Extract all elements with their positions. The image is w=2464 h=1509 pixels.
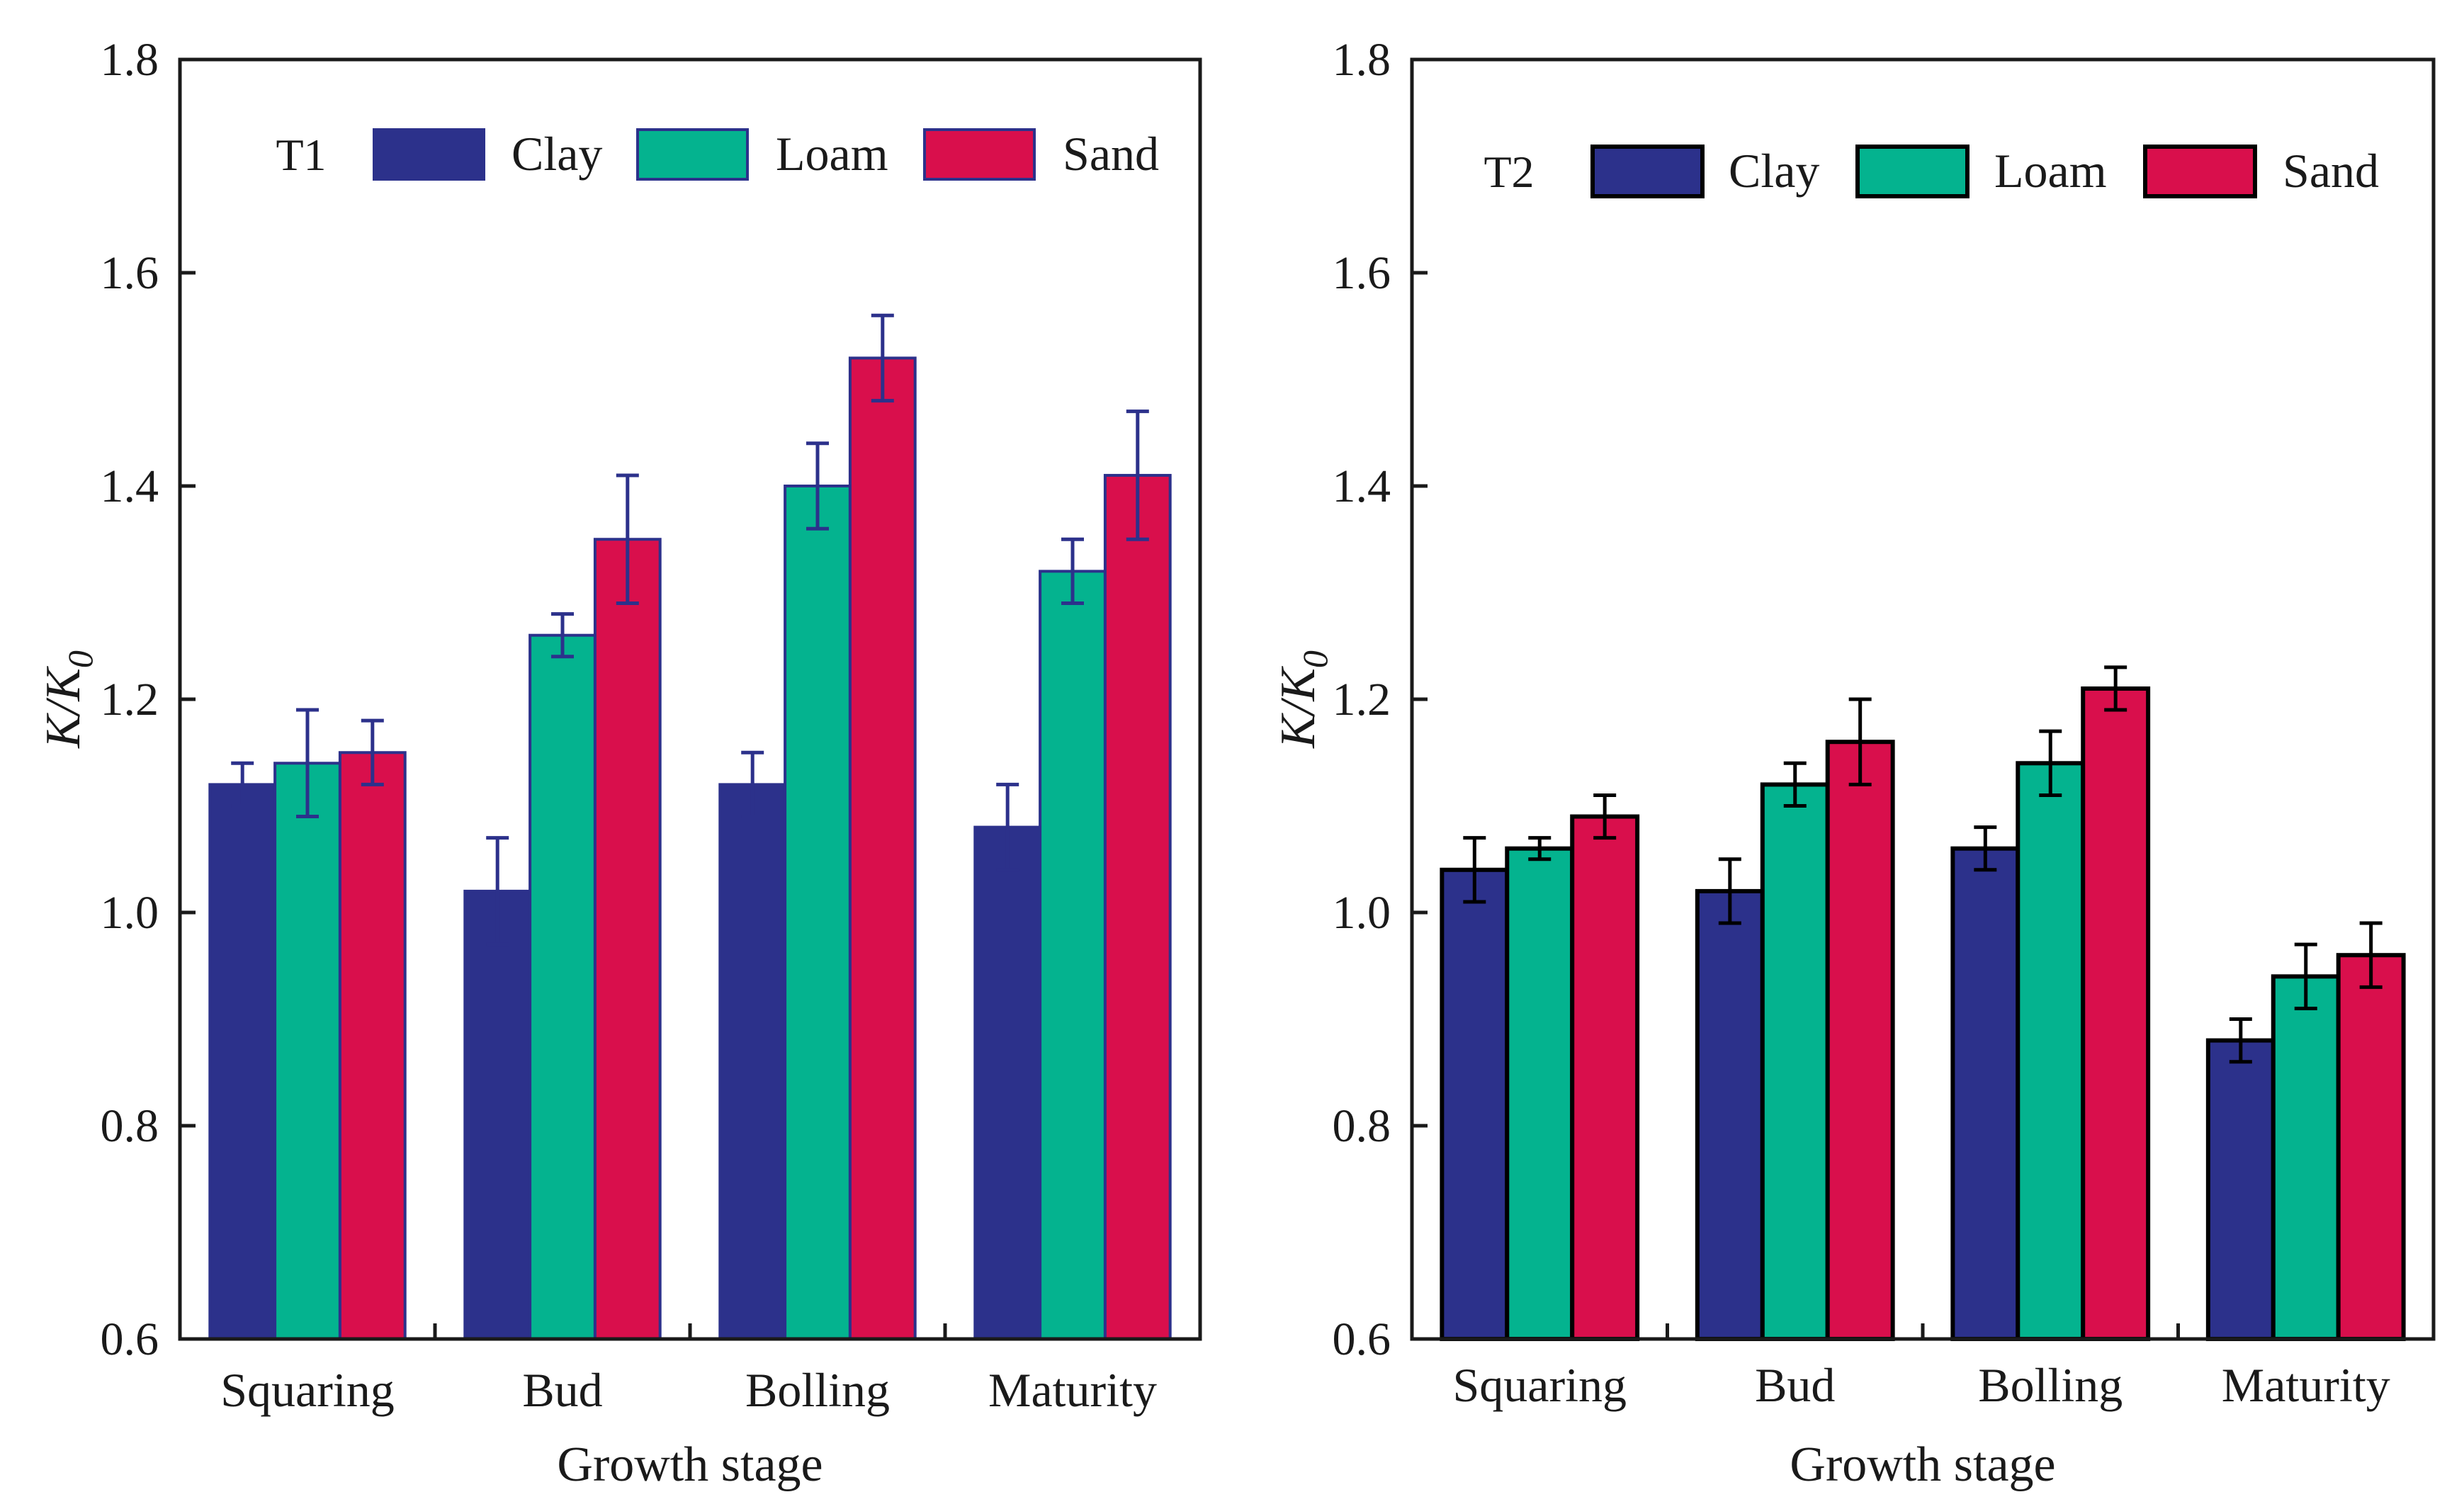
y-axis-title-t1: K/K0 (36, 650, 100, 749)
error-bar-t2-loam-bolling (2039, 729, 2062, 797)
error-bar-t2-sand-bud (1848, 697, 1872, 786)
bar-t2-clay-maturity (2205, 1038, 2276, 1341)
bar-t1-clay-bolling (718, 783, 787, 1340)
x-category-label-t1-bolling: Bolling (745, 1363, 890, 1417)
bar-t2-clay-squaring (1440, 867, 1510, 1342)
error-bar-t1-loam-maturity (1061, 537, 1084, 606)
bar-t1-sand-bud (593, 538, 662, 1340)
error-bar-t1-clay-bolling (741, 750, 764, 819)
bar-t2-clay-bud (1695, 888, 1765, 1341)
error-bar-t2-sand-squaring (1593, 793, 1617, 840)
y-axis-title-t2: K/K0 (1271, 650, 1335, 749)
error-bar-t2-clay-maturity (2229, 1017, 2252, 1064)
bar-t2-sand-bolling (2081, 686, 2151, 1341)
legend-label-t2-loam: Loam (1994, 144, 2107, 198)
bar-t1-sand-squaring (338, 751, 407, 1340)
legend-t2: T2 Clay Loam Sand (1484, 144, 2379, 198)
legend-swatch-icon (373, 128, 485, 181)
y-tick-label-t1-1.6: 1.6 (101, 247, 159, 299)
legend-swatch-icon (1590, 145, 1705, 198)
legend-t1: T1 Clay Loam Sand (276, 127, 1159, 181)
error-bar-t1-clay-squaring (231, 761, 254, 808)
error-bar-t1-loam-bolling (806, 441, 829, 531)
y-tick-label-t1-0.6: 0.6 (101, 1313, 159, 1365)
y-tick-label-t2-1.8: 1.8 (1333, 34, 1391, 86)
legend-label-t2-sand: Sand (2283, 144, 2379, 198)
y-tick-label-t2-1.4: 1.4 (1333, 460, 1391, 512)
error-bar-t1-clay-bud (486, 836, 509, 946)
x-category-label-t2-squaring: Squaring (1452, 1358, 1627, 1412)
legend-label-t1-loam: Loam (776, 127, 888, 181)
panel-label-t1: T1 (276, 130, 326, 180)
y-tick-label-t2-1.6: 1.6 (1333, 247, 1391, 299)
legend-swatch-icon (2143, 145, 2257, 198)
legend-swatch-icon (636, 128, 749, 181)
x-category-label-t2-bolling: Bolling (1978, 1358, 2123, 1412)
legend-label-t1-sand: Sand (1063, 127, 1159, 181)
bar-t1-loam-bud (529, 633, 597, 1340)
bar-t1-loam-maturity (1039, 570, 1107, 1340)
error-bar-t1-sand-bud (616, 473, 639, 606)
bar-t2-loam-squaring (1505, 846, 1575, 1341)
bar-t1-sand-bolling (848, 356, 917, 1340)
error-bar-t1-clay-maturity (996, 782, 1019, 872)
error-bar-t2-sand-bolling (2104, 665, 2127, 712)
bar-t2-loam-bud (1760, 782, 1830, 1341)
bar-t2-loam-bolling (2016, 761, 2086, 1342)
error-bar-t2-clay-squaring (1463, 836, 1486, 904)
bar-t1-sand-maturity (1103, 473, 1172, 1341)
y-tick-label-t1-0.8: 0.8 (101, 1100, 159, 1152)
bar-t1-loam-squaring (273, 762, 341, 1341)
x-category-label-t2-maturity: Maturity (2222, 1358, 2390, 1412)
x-category-label-t1-squaring: Squaring (220, 1363, 395, 1417)
error-bar-t1-sand-maturity (1126, 409, 1149, 541)
legend-label-t2-clay: Clay (1729, 144, 1819, 198)
error-bar-t1-loam-squaring (296, 708, 319, 819)
bar-t2-sand-squaring (1570, 814, 1640, 1342)
error-bar-t2-clay-bud (1718, 857, 1741, 925)
y-tick-label-t1-1.0: 1.0 (101, 887, 159, 939)
bar-t2-sand-bud (1825, 740, 1895, 1341)
y-tick-label-t2-1.0: 1.0 (1333, 887, 1391, 939)
legend-label-t1-clay: Clay (512, 127, 602, 181)
bar-t2-loam-maturity (2271, 974, 2341, 1342)
x-axis-title-t1: Growth stage (557, 1437, 823, 1492)
error-bar-t2-sand-maturity (2359, 921, 2383, 989)
x-category-label-t1-maturity: Maturity (988, 1363, 1157, 1417)
legend-swatch-icon (1855, 145, 1969, 198)
chart-panel-t2: 0.6 0.8 1.0 1.2 1.4 1.6 1.8 Squaring Bud Bolling M… (1271, 34, 2436, 1492)
y-tick-label-t1-1.4: 1.4 (101, 460, 159, 512)
x-axis-title-t2: Growth stage (1790, 1437, 2055, 1492)
y-tick-label-t2-0.6: 0.6 (1333, 1313, 1391, 1365)
legend-swatch-icon (923, 128, 1036, 181)
error-bar-t2-loam-bud (1783, 761, 1807, 808)
bar-t1-clay-bud (463, 889, 532, 1340)
chart-panel-t1: 0.6 0.8 1.0 1.2 1.4 1.6 1.8 Squaring Bud Bolling M… (36, 34, 1202, 1492)
error-bar-t1-sand-bolling (871, 313, 894, 403)
error-bar-t2-loam-maturity (2294, 942, 2317, 1010)
x-category-label-t2-bud: Bud (1755, 1358, 1835, 1412)
bar-t2-clay-bolling (1950, 846, 2021, 1341)
bar-t1-clay-squaring (208, 783, 277, 1340)
y-tick-label-t2-1.2: 1.2 (1333, 674, 1391, 725)
error-bar-t2-clay-bolling (1974, 825, 1997, 872)
bar-t1-loam-bolling (784, 485, 852, 1340)
bar-t2-sand-maturity (2336, 953, 2406, 1341)
error-bar-t1-sand-squaring (361, 718, 384, 786)
bar-t1-clay-maturity (973, 825, 1042, 1340)
y-tick-label-t2-0.8: 0.8 (1333, 1100, 1391, 1152)
y-tick-label-t1-1.2: 1.2 (101, 674, 159, 725)
error-bar-t2-loam-squaring (1528, 836, 1552, 861)
y-tick-label-t1-1.8: 1.8 (101, 34, 159, 86)
error-bar-t1-loam-bud (551, 612, 574, 659)
x-category-label-t1-bud: Bud (522, 1363, 602, 1417)
panel-label-t2: T2 (1484, 147, 1534, 197)
